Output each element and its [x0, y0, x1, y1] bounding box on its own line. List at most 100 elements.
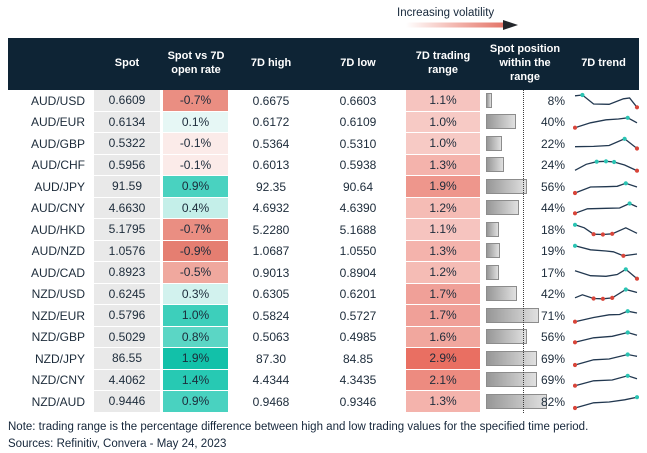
position-cell: 71% [482, 305, 568, 327]
range-value: 1.9% [404, 176, 482, 198]
low-value: 0.5938 [339, 158, 377, 173]
position-bar [486, 114, 516, 129]
header-7d-high: 7D high [250, 57, 292, 70]
trend-high-dot [579, 92, 584, 97]
low-value: 1.0550 [339, 244, 377, 259]
change-value: -0.9% [162, 240, 230, 262]
spot-value: 0.9446 [92, 391, 162, 413]
low-value: 4.6390 [339, 201, 377, 216]
position-cell: 44% [482, 198, 568, 220]
change-value: 0.8% [162, 326, 230, 348]
range-value: 1.0% [404, 133, 482, 155]
trend-low-dot [609, 296, 614, 301]
trend-sparkline [574, 159, 639, 174]
trend-cell [568, 90, 639, 112]
low-value: 0.5310 [339, 136, 377, 151]
trend-sparkline [572, 308, 637, 324]
trend-sparkline [572, 352, 637, 367]
position-bar [486, 92, 492, 108]
trend-high-dot [572, 222, 577, 227]
trend-cell [568, 370, 639, 392]
change-value: 0.3% [162, 283, 230, 305]
increasing-volatility-arrow-icon [406, 20, 518, 30]
trend-low-dot [620, 253, 625, 259]
trend-cell [568, 219, 639, 241]
position-bar [486, 135, 503, 151]
trend-low-dot [634, 104, 639, 110]
trend-high-dot [623, 287, 628, 292]
range-value: 1.1% [404, 219, 482, 241]
pair-label: AUD/EUR [30, 115, 85, 130]
range-value: 1.0% [404, 111, 482, 133]
position-label: 42% [540, 287, 565, 302]
trend-low-dot [600, 232, 605, 237]
change-value: 1.0% [162, 305, 230, 327]
trend-cell [568, 348, 639, 370]
change-value: -0.5% [162, 262, 230, 284]
trend-low-dot [572, 340, 577, 345]
position-label: 69% [540, 351, 565, 366]
position-bar [486, 178, 528, 194]
position-bar [486, 329, 528, 344]
table-row: AUD/USD 0.6609 -0.7% 0.6675 0.6603 1.1% 8% [8, 90, 639, 112]
high-value: 92.35 [255, 179, 287, 194]
trend-cell [568, 176, 639, 198]
table-row: AUD/HKD 5.1795 -0.7% 5.2280 5.1688 1.1% 18% [8, 219, 639, 241]
table-body: AUD/USD 0.6609 -0.7% 0.6675 0.6603 1.1% 8% AUD/… [8, 90, 639, 413]
spot-value: 0.8923 [92, 262, 162, 284]
high-value: 0.9468 [252, 394, 290, 409]
table-row: AUD/CHF 0.5956 -0.1% 0.6013 0.5938 1.3% 24% [8, 154, 639, 177]
change-value: 1.4% [162, 369, 230, 391]
high-value: 0.6305 [252, 287, 290, 302]
pair-label: AUD/JPY [34, 179, 85, 194]
trend-sparkline [572, 394, 639, 410]
high-value: 0.6675 [252, 93, 290, 108]
position-bar [486, 286, 518, 301]
trend-low-dot [634, 146, 639, 151]
range-value: 1.6% [404, 326, 482, 348]
low-value: 0.4985 [339, 330, 377, 345]
position-cell: 17% [482, 262, 568, 284]
trend-low-dot [591, 231, 596, 237]
change-value: 0.9% [162, 391, 230, 413]
pair-label: NZD/AUD [31, 394, 85, 409]
note-text: Note: trading range is the percentage di… [8, 421, 589, 433]
position-label: 82% [540, 394, 565, 409]
trend-cell [568, 155, 639, 177]
range-value: 1.3% [404, 391, 482, 413]
position-bar [486, 200, 519, 215]
pair-label: NZD/GBP [31, 330, 85, 345]
trend-low-dot [634, 168, 639, 174]
position-label: 56% [540, 179, 565, 194]
position-label: 69% [540, 373, 565, 388]
trend-low-dot [572, 383, 577, 389]
table-footnotes: Note: trading range is the percentage di… [8, 419, 588, 452]
spot-value: 86.55 [92, 348, 162, 370]
high-value: 0.6172 [252, 115, 290, 130]
trend-high-dot [625, 373, 630, 379]
high-value: 0.5824 [252, 308, 290, 323]
trend-high-dot [594, 159, 599, 165]
trend-high-dot [572, 243, 577, 249]
trend-high-dot [603, 159, 608, 164]
volatility-legend-label: Increasing volatility [397, 7, 495, 19]
table-row: NZD/EUR 0.5796 1.0% 0.5824 0.5727 1.7% 71% [8, 305, 639, 327]
table-row: AUD/GBP 0.5322 -0.1% 0.5364 0.5310 1.0% 22% [8, 133, 639, 155]
position-bar [486, 393, 547, 409]
table-row: AUD/EUR 0.6134 0.1% 0.6172 0.6109 1.0% 40% [8, 111, 639, 133]
change-value: -0.7% [162, 219, 230, 241]
low-value: 0.9346 [339, 394, 377, 409]
trend-high-dot [634, 394, 639, 400]
spot-value: 91.59 [92, 176, 162, 198]
trend-sparkline [574, 136, 639, 151]
position-label: 8% [547, 93, 565, 108]
low-value: 0.6109 [339, 115, 377, 130]
trend-high-dot [627, 201, 632, 206]
pair-label: AUD/HKD [30, 222, 85, 237]
trend-high-dot [623, 266, 628, 272]
table-row: AUD/NZD 1.0576 -0.9% 1.0687 1.0550 1.3% 19% [8, 240, 639, 262]
high-value: 0.5063 [252, 330, 290, 345]
range-value: 1.2% [404, 262, 482, 284]
trend-low-dot [591, 296, 596, 301]
